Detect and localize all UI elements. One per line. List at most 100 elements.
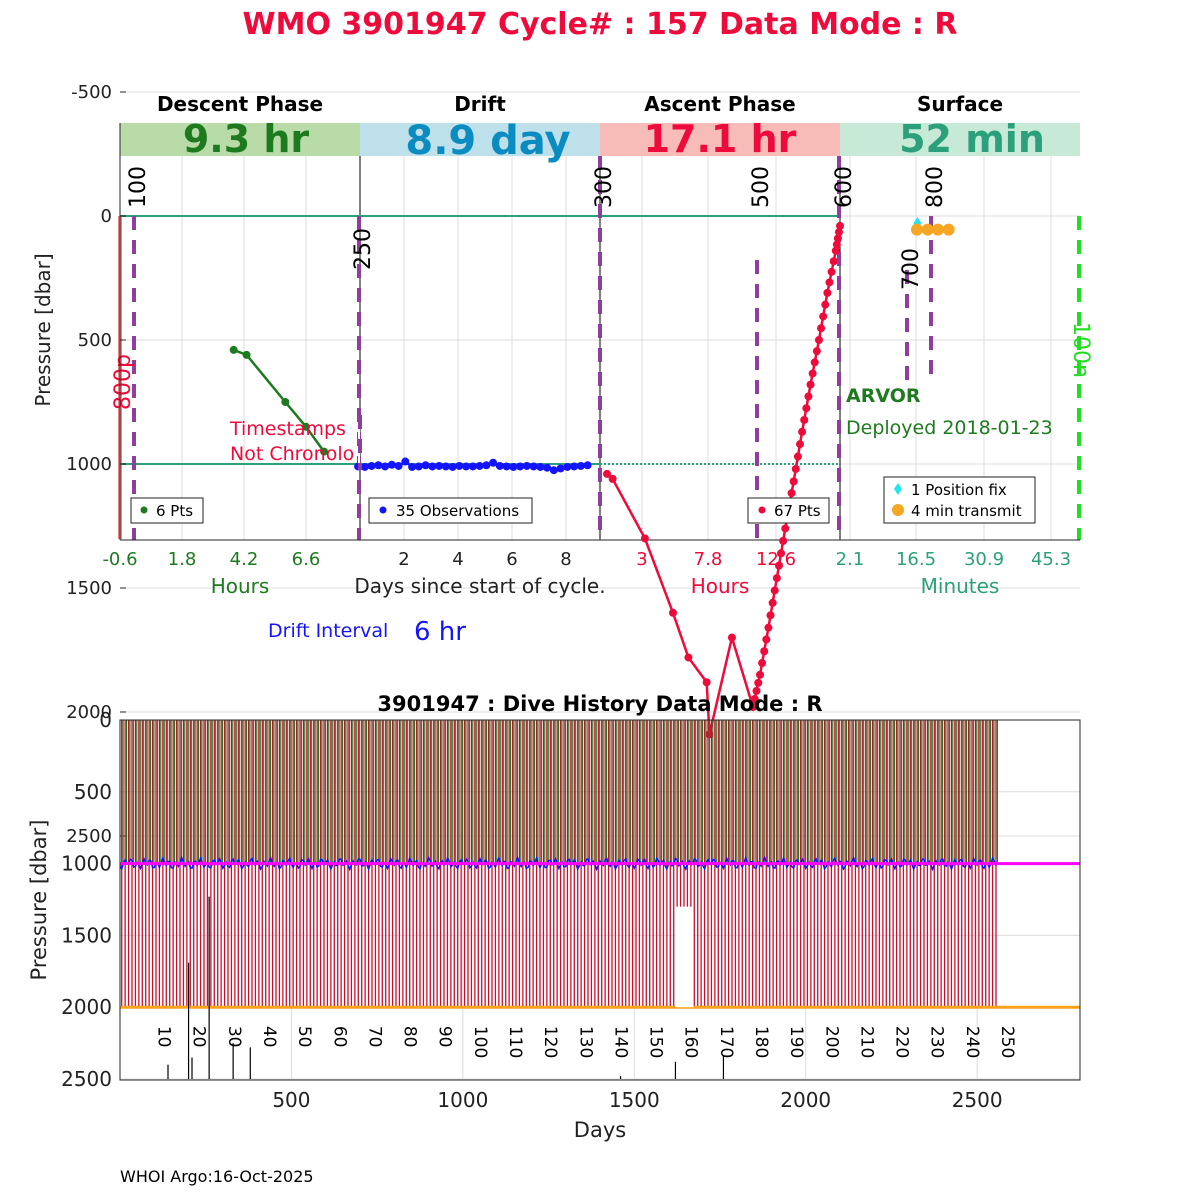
drift-point — [475, 461, 484, 470]
bottom-xtick-label: 500 — [272, 1088, 310, 1112]
panel-xtick-label: 3 — [636, 549, 647, 570]
marker-label-500: 500 — [749, 166, 774, 208]
drift-point — [435, 461, 444, 470]
drift-point — [543, 463, 552, 472]
panel-xtick-label: 12.6 — [756, 549, 796, 570]
cycle-label: 230 — [927, 1026, 947, 1058]
drift-point — [401, 457, 410, 466]
marker-label-100n: 100n — [1068, 322, 1093, 378]
drift-point — [563, 462, 572, 471]
cycle-label: 250 — [997, 1026, 1017, 1058]
marker-label-600: 600 — [832, 166, 857, 208]
ascent-point — [758, 659, 767, 668]
ascent-point — [684, 653, 693, 662]
cycle-label: 110 — [505, 1026, 525, 1058]
drift-point — [556, 464, 565, 473]
cycle-label: 210 — [856, 1026, 876, 1058]
ascent-point — [762, 635, 771, 644]
top-ytick-label: 0 — [101, 206, 112, 227]
ascent-point — [833, 234, 842, 243]
drift-point — [408, 462, 417, 471]
drift-point — [570, 462, 579, 471]
drift-interval-label: Drift Interval — [268, 620, 388, 642]
top-ytick-label: 2000 — [66, 702, 112, 723]
figure-title: WMO 3901947 Cycle# : 157 Data Mode : R — [243, 7, 958, 42]
drift-point — [441, 462, 450, 471]
panel-xtick-label: 6 — [506, 549, 517, 570]
bottom-frame — [119, 719, 1081, 1081]
ascent-point — [608, 474, 617, 483]
cycle-label: 100 — [470, 1026, 490, 1058]
ascent-point — [817, 324, 826, 333]
ascent-point — [772, 574, 781, 583]
panel-xtick-label: 16.5 — [896, 549, 936, 570]
bottom-y-label: Pressure [dbar] — [27, 820, 51, 981]
ascent-point — [770, 586, 779, 595]
duration-drift: 8.9 day — [405, 118, 570, 164]
ascent-point — [750, 694, 759, 703]
ascent-point — [831, 246, 840, 255]
ascent-point — [806, 380, 815, 389]
drift-point — [421, 461, 430, 470]
legend-descent-marker — [140, 506, 148, 514]
descent-point — [229, 345, 238, 354]
legend-transmit-label: 4 min transmit — [911, 502, 1022, 520]
duration-ascent: 17.1 hr — [644, 117, 797, 161]
ascent-point — [823, 288, 832, 297]
ascent-point — [804, 392, 813, 401]
ascent-point — [800, 415, 809, 424]
cycle-label: 190 — [786, 1026, 806, 1058]
panel-xtick-label: -0.6 — [102, 549, 137, 570]
cycle-label: 40 — [259, 1026, 279, 1048]
ascent-point — [836, 221, 844, 230]
panel-xtick-label: 2.1 — [836, 549, 865, 570]
bottom-ytick-label: 1500 — [61, 923, 112, 947]
bottom-xtick-label: 1000 — [437, 1088, 488, 1112]
phase-title-drift: Drift — [454, 92, 506, 116]
drift-point — [394, 461, 403, 470]
drift-point — [468, 462, 477, 471]
drift-point — [489, 458, 498, 467]
ascent-point — [827, 267, 836, 276]
legend-ascent-label: 67 Pts — [774, 502, 821, 520]
duration-band-surface — [840, 123, 1080, 156]
ascent-point — [760, 647, 769, 656]
top-ytick-label: 500 — [78, 330, 112, 351]
marker-label-800p: 800p — [111, 354, 136, 410]
ascent-point — [640, 534, 649, 543]
cycle-label: 60 — [329, 1026, 349, 1048]
ascent-point — [752, 686, 761, 695]
panel-xtick-label: 7.8 — [694, 549, 723, 570]
phase-title-descent: Descent Phase — [157, 92, 323, 116]
drift-point — [522, 461, 531, 470]
legend-fix-marker — [894, 483, 902, 495]
phase-title-ascent: Ascent Phase — [644, 92, 795, 116]
descent-x-unit: Hours — [211, 574, 270, 598]
drift-point — [516, 462, 525, 471]
ascent-point — [768, 598, 777, 607]
ascent-point — [754, 678, 763, 687]
legend-drift-label: 35 Observations — [396, 502, 519, 520]
duration-descent: 9.3 hr — [183, 117, 310, 161]
drift-point — [536, 462, 545, 471]
cycle-label: 70 — [364, 1026, 384, 1048]
bottom-ytick-label: 500 — [74, 780, 112, 804]
cycle-label: 50 — [294, 1026, 314, 1048]
cycle-label: 30 — [224, 1026, 244, 1048]
panel-xtick-label: 1.8 — [168, 549, 197, 570]
ascent-point — [810, 358, 819, 367]
phase-title-surface: Surface — [917, 92, 1003, 116]
ascent-point — [814, 336, 823, 344]
panel-xtick-label: 4.2 — [230, 549, 259, 570]
drift-point — [583, 461, 592, 470]
ascent-point — [812, 347, 821, 356]
float-type: ARVOR — [846, 385, 921, 407]
bottom-xtick-label: 1500 — [609, 1088, 660, 1112]
marker-label-300: 300 — [592, 166, 617, 208]
drift-point — [509, 462, 518, 471]
cycle-label: 20 — [189, 1026, 209, 1048]
marker-label-700: 700 — [899, 248, 924, 290]
legend-ascent-marker — [758, 506, 766, 514]
drift-point — [367, 461, 376, 470]
